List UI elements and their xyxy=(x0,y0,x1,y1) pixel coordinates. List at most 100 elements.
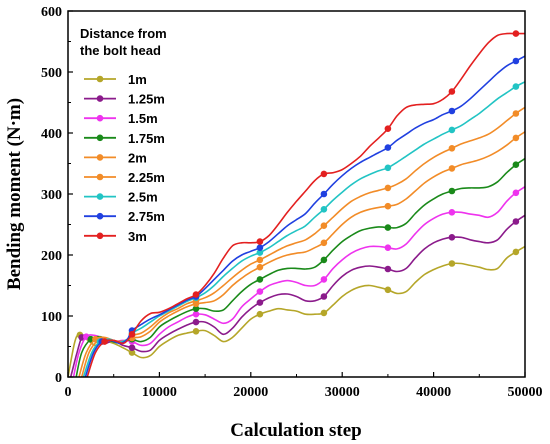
series-point xyxy=(192,310,200,318)
series-point xyxy=(384,164,392,172)
series-point xyxy=(448,260,456,267)
series-point xyxy=(512,248,520,256)
series-point xyxy=(320,222,328,229)
legend: Distance from the bolt head 1m 1.25m 1.5m 1.7… xyxy=(80,26,167,244)
series-point xyxy=(320,239,328,247)
series-point xyxy=(512,134,520,142)
series-point xyxy=(192,318,200,326)
series-3m xyxy=(86,30,525,378)
series-point xyxy=(256,249,264,256)
series-point xyxy=(128,331,136,338)
series-point xyxy=(512,83,520,90)
x-tick-label: 10000 xyxy=(142,385,177,400)
series-point xyxy=(448,126,456,134)
legend-swatch-marker xyxy=(96,193,104,200)
legend-item-2m: 2m xyxy=(84,150,147,165)
series-point xyxy=(384,265,392,273)
axis-ticks: 0 10000 20000 30000 40000 50000 0 100 200 300 400 5… xyxy=(41,5,543,400)
series-point xyxy=(448,107,456,115)
series-point xyxy=(512,189,520,197)
legend-swatch-marker xyxy=(96,95,104,102)
series-point xyxy=(512,30,520,37)
series-point xyxy=(384,144,392,151)
x-axis-title: Calculation step xyxy=(230,420,361,441)
series-point xyxy=(256,244,264,251)
series-point xyxy=(256,310,264,318)
series-point xyxy=(256,238,264,245)
y-tick-label: 200 xyxy=(41,249,62,264)
legend-swatch-marker xyxy=(96,173,104,181)
series-line-1m xyxy=(67,245,526,378)
x-tick-label: 20000 xyxy=(233,385,268,400)
series-point xyxy=(192,291,200,298)
series-point xyxy=(320,276,328,283)
legend-swatch-marker xyxy=(96,75,104,83)
y-tick-label: 0 xyxy=(55,371,62,386)
legend-item-1.75m: 1.75m xyxy=(84,131,165,146)
legend-item-2.25m: 2.25m xyxy=(84,170,165,185)
series-point xyxy=(512,110,520,117)
legend-title: Distance from xyxy=(80,26,167,41)
series-point xyxy=(448,187,456,195)
series-1m xyxy=(67,245,526,378)
legend-swatch-marker xyxy=(96,232,104,240)
series-point xyxy=(256,276,264,283)
series-point xyxy=(384,286,392,294)
y-tick-label: 300 xyxy=(41,188,62,203)
x-tick-label: 0 xyxy=(65,385,72,400)
y-tick-label: 400 xyxy=(41,127,62,142)
series-point xyxy=(512,57,520,65)
series-point xyxy=(448,165,456,172)
series-2.25m xyxy=(80,106,526,378)
series-point xyxy=(448,145,456,152)
series-1.5m xyxy=(72,186,526,378)
series-point xyxy=(256,299,264,306)
legend-item-1.25m: 1.25m xyxy=(84,92,165,107)
legend-label: 1m xyxy=(128,72,147,87)
series-point xyxy=(384,244,392,251)
series-point xyxy=(384,125,392,132)
series-line-2.25m xyxy=(80,106,526,378)
x-tick-label: 30000 xyxy=(325,385,360,400)
series-point xyxy=(320,309,328,317)
legend-item-2.75m: 2.75m xyxy=(84,209,165,224)
series-point xyxy=(512,218,520,225)
y-tick-label: 500 xyxy=(41,66,62,81)
series-point xyxy=(192,305,200,313)
series-point xyxy=(128,349,136,356)
series-point xyxy=(320,190,328,198)
legend-label: 1.25m xyxy=(128,92,165,107)
series-point xyxy=(384,202,392,210)
series-point xyxy=(192,328,200,335)
legend-label: 2.25m xyxy=(128,170,165,185)
legend-item-3m: 3m xyxy=(84,229,147,244)
series-point xyxy=(320,170,328,178)
legend-label: 2.75m xyxy=(128,209,165,224)
series-point xyxy=(448,209,456,216)
legend-label: 2m xyxy=(128,150,147,165)
legend-swatch-marker xyxy=(96,134,104,142)
legend-title: the bolt head xyxy=(80,43,161,58)
legend-label: 1.75m xyxy=(128,131,165,146)
series-point xyxy=(448,88,456,95)
legend-label: 1.5m xyxy=(128,111,158,126)
series-1.25m xyxy=(69,214,526,378)
legend-label: 2.5m xyxy=(128,190,158,205)
legend-swatch-marker xyxy=(96,114,104,122)
legend-swatch-marker xyxy=(96,154,104,161)
series-point xyxy=(448,234,456,241)
legend-item-2.5m: 2.5m xyxy=(84,190,158,205)
series-point xyxy=(384,224,392,231)
series-group xyxy=(67,30,526,378)
legend-label: 3m xyxy=(128,229,147,244)
y-axis-title: Bending moment (N·m) xyxy=(4,98,25,290)
series-point xyxy=(320,293,328,300)
y-tick-label: 100 xyxy=(41,310,62,325)
legend-item-1.5m: 1.5m xyxy=(84,111,158,126)
series-point xyxy=(87,335,95,343)
legend-item-1m: 1m xyxy=(84,72,147,87)
series-line-1.25m xyxy=(69,214,526,378)
x-tick-label: 40000 xyxy=(416,385,451,400)
series-point xyxy=(101,338,108,345)
